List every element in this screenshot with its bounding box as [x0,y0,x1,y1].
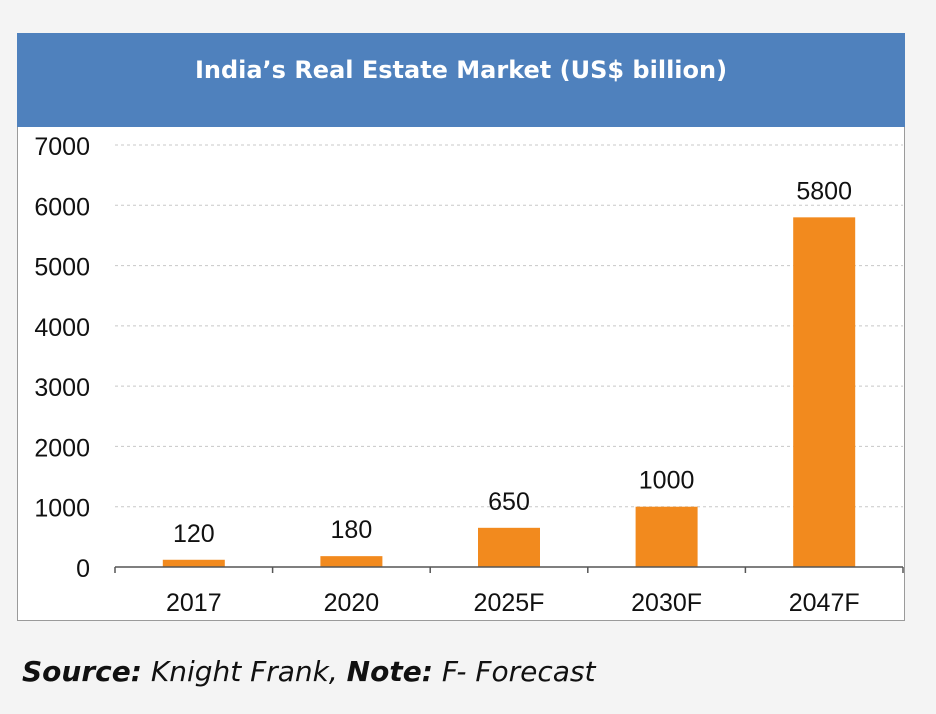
y-tick-label: 5000 [34,254,90,282]
source-note: Source: Knight Frank, Note: F- Forecast [22,655,596,688]
y-tick-label: 1000 [34,495,90,523]
y-tick-label: 4000 [34,314,90,342]
gridlines [115,144,903,508]
y-tick-label: 7000 [34,133,90,161]
source-text: Knight Frank, [141,655,347,688]
bar-2017 [162,559,225,567]
chart-title: India’s Real Estate Market (US$ billion) [17,33,905,127]
bar-2047F [793,217,856,568]
x-tick-label-2020: 2020 [324,589,380,617]
data-labels: 120 180 650 1000 5800 [173,177,852,547]
y-tick-label: 6000 [34,193,90,221]
x-tick-label-2017: 2017 [166,589,222,617]
x-tick-label-2030F: 2030F [631,589,702,617]
x-tick-label-2047F: 2047F [789,589,860,617]
y-axis-ticks: 0 1000 2000 3000 4000 5000 6000 7000 [34,133,90,583]
note-text: F- Forecast [432,655,596,688]
data-label-2017: 120 [173,520,215,548]
x-axis-ticks: 2017 2020 2025F 2030F 2047F [166,589,860,617]
x-axis [114,566,904,573]
bar-2030F [635,506,698,567]
x-tick-label-2025F: 2025F [474,589,545,617]
y-tick-label: 0 [76,555,90,583]
y-tick-label: 3000 [34,374,90,402]
data-label-2047F: 5800 [796,177,852,205]
data-label-2020: 180 [331,516,373,544]
data-label-2030F: 1000 [639,467,695,495]
note-label: Note: [346,655,433,688]
bar-2025F [478,527,540,567]
y-tick-label: 2000 [34,434,90,462]
bar-2020 [320,556,383,567]
source-label: Source: [22,655,142,688]
chart-frame: India’s Real Estate Market (US$ billion) [17,33,905,621]
data-label-2025F: 650 [488,488,530,516]
bars [162,217,856,568]
